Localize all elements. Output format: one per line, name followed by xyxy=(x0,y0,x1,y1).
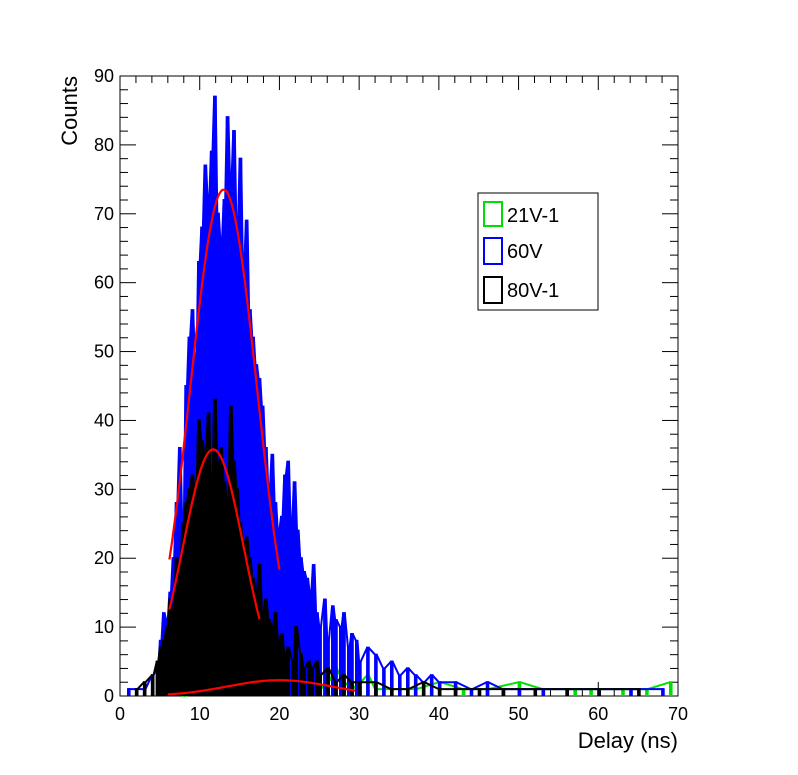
y-tick-label: 40 xyxy=(94,410,114,430)
legend-swatch-60v xyxy=(483,237,503,265)
series-layer xyxy=(127,95,673,697)
series-steps xyxy=(128,95,664,691)
y-tick-label: 50 xyxy=(94,342,114,362)
x-tick-label: 70 xyxy=(668,704,688,724)
x-tick-label: 0 xyxy=(115,704,125,724)
legend-swatch-21v-1 xyxy=(483,201,503,227)
x-tick-label: 30 xyxy=(349,704,369,724)
legend-label-60v: 60V xyxy=(507,241,543,263)
x-tick-label: 60 xyxy=(588,704,608,724)
y-tick-label: 10 xyxy=(94,617,114,637)
series-steps xyxy=(135,398,640,691)
axis-ticks xyxy=(119,75,679,697)
x-tick-label: 40 xyxy=(429,704,449,724)
fit-curves xyxy=(167,188,356,696)
y-axis-label: Counts xyxy=(57,76,82,146)
fit-curve-21v-1 xyxy=(167,679,356,696)
legend-box xyxy=(477,192,599,311)
y-tick-label: 20 xyxy=(94,548,114,568)
y-tick-label: 70 xyxy=(94,204,114,224)
y-tick-label: 30 xyxy=(94,479,114,499)
y-tick-label: 90 xyxy=(94,66,114,86)
series-60v xyxy=(127,95,665,696)
x-axis-label: Delay (ns) xyxy=(578,728,678,753)
series-80v-1 xyxy=(134,398,641,696)
fit-curve-60v xyxy=(168,188,281,570)
x-tick-label: 10 xyxy=(190,704,210,724)
x-tick-label: 50 xyxy=(509,704,529,724)
legend: 21V-1 60V 80V-1 xyxy=(477,192,599,311)
legend-label-21v-1: 21V-1 xyxy=(507,205,559,227)
y-tick-label: 80 xyxy=(94,135,114,155)
y-tick-label: 0 xyxy=(104,686,114,706)
y-tick-label: 60 xyxy=(94,273,114,293)
fit-curve-80v-1 xyxy=(168,448,261,620)
tick-labels: 0 10 20 30 40 50 60 70 0 10 20 30 40 50 60 70 80 90 xyxy=(94,66,688,724)
legend-label-80v-1: 80V-1 xyxy=(507,280,559,302)
x-tick-label: 20 xyxy=(269,704,289,724)
legend-swatch-80v-1 xyxy=(483,276,503,304)
